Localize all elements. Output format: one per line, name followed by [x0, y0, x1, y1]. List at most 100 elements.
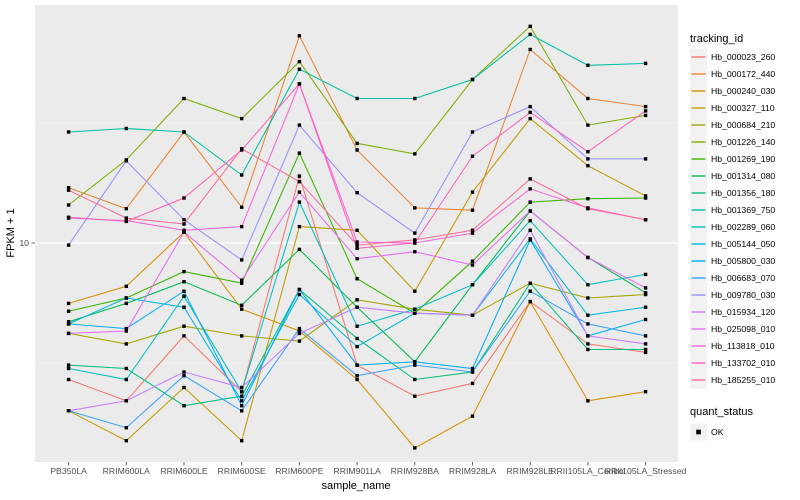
data-point — [66, 320, 71, 324]
x-tick-label: RRIM600LA — [103, 466, 151, 476]
legend-title-quant-status: quant_status — [690, 406, 753, 418]
data-point — [124, 366, 128, 371]
data-point — [66, 243, 71, 247]
data-point — [528, 110, 532, 115]
data-point — [643, 334, 648, 338]
x-tick-label: RRIM928LA — [449, 466, 497, 476]
data-point — [124, 301, 128, 306]
data-point — [240, 147, 244, 151]
data-point — [643, 196, 648, 200]
data-point — [66, 186, 71, 190]
legend-item: Hb_113818_010 — [690, 337, 775, 355]
data-point — [297, 180, 302, 184]
data-point — [66, 377, 71, 382]
data-point — [413, 377, 417, 382]
legend-item: Hb_005800_030 — [690, 252, 775, 270]
data-point — [124, 126, 128, 131]
data-point — [470, 313, 475, 317]
data-point — [182, 294, 186, 298]
data-point — [182, 280, 186, 284]
data-point — [413, 307, 417, 311]
data-point — [355, 298, 359, 302]
legend-item: Hb_001356_180 — [690, 184, 775, 202]
legend-item: Hb_000172_440 — [690, 65, 775, 83]
data-point — [355, 377, 359, 382]
data-point — [182, 230, 186, 234]
data-point — [586, 334, 590, 338]
data-point — [470, 154, 475, 158]
legend-item-label: Hb_000327_110 — [711, 103, 775, 113]
legend-item: Hb_000327_110 — [690, 99, 775, 117]
data-point — [66, 203, 71, 207]
legend-item-label: Hb_009780_030 — [711, 290, 775, 300]
legend-item: Hb_000684_210 — [690, 116, 775, 134]
data-point — [240, 258, 244, 262]
data-point — [643, 194, 648, 198]
legend-item-label: Hb_113818_010 — [711, 341, 775, 351]
data-point — [413, 96, 417, 101]
data-point — [643, 104, 648, 109]
data-point — [297, 34, 302, 38]
data-point — [470, 263, 475, 267]
data-point — [528, 200, 532, 204]
data-point — [297, 331, 302, 336]
legend-item: Hb_133702_010 — [690, 354, 775, 372]
data-point — [182, 196, 186, 200]
data-point — [240, 390, 244, 394]
data-point — [355, 324, 359, 328]
data-point — [355, 336, 359, 341]
data-point — [528, 238, 532, 242]
legend-item-label: Hb_133702_010 — [711, 358, 775, 368]
data-point — [586, 342, 590, 346]
data-point — [297, 247, 302, 252]
data-point — [470, 228, 475, 232]
legend-item-label: Hb_185255_010 — [711, 375, 775, 385]
data-point — [124, 377, 128, 382]
data-point — [182, 385, 186, 390]
data-point — [413, 446, 417, 450]
data-point — [240, 404, 244, 408]
data-point — [355, 243, 359, 247]
plot-panel — [35, 5, 678, 462]
legend-item: Hb_001226_140 — [690, 133, 775, 151]
data-point — [470, 77, 475, 82]
data-point — [643, 342, 648, 346]
data-point — [297, 200, 302, 204]
data-point — [355, 344, 359, 349]
data-point — [240, 399, 244, 403]
data-point — [124, 207, 128, 211]
legend-item: Hb_002289_060 — [690, 218, 775, 236]
data-point — [297, 190, 302, 194]
data-point — [66, 331, 71, 336]
data-point — [643, 157, 648, 161]
x-tick-label: RRIM928BA — [391, 466, 439, 476]
data-point — [355, 246, 359, 250]
data-point — [643, 291, 648, 295]
data-point — [124, 159, 128, 163]
legend-item-label: Hb_005144_050 — [711, 239, 775, 249]
data-point — [586, 157, 590, 161]
x-tick-label: RRII105LA_Control — [550, 466, 625, 476]
legend-item: Hb_009780_030 — [690, 286, 775, 304]
data-point — [470, 283, 475, 287]
data-point — [182, 404, 186, 408]
data-point — [297, 82, 302, 86]
legend-item-label: Hb_006683_070 — [711, 273, 775, 283]
data-point — [470, 208, 475, 212]
data-point — [240, 224, 244, 229]
data-point — [528, 24, 532, 28]
legend-item-label: Hb_000684_210 — [711, 120, 775, 130]
data-point — [124, 284, 128, 288]
data-point — [643, 286, 648, 290]
data-point — [355, 374, 359, 378]
data-point — [182, 289, 186, 293]
legend-item: Hb_006683_070 — [690, 269, 775, 287]
legend-item: Hb_000240_030 — [690, 82, 775, 100]
data-point — [124, 296, 128, 300]
data-point — [240, 385, 244, 390]
x-tick-label: RRII105LA_Stressed — [605, 466, 687, 476]
x-tick-label: RRIM901LA — [333, 466, 381, 476]
data-point — [586, 123, 590, 127]
data-point — [124, 216, 128, 220]
legend-item-label: Hb_005800_030 — [711, 256, 775, 266]
